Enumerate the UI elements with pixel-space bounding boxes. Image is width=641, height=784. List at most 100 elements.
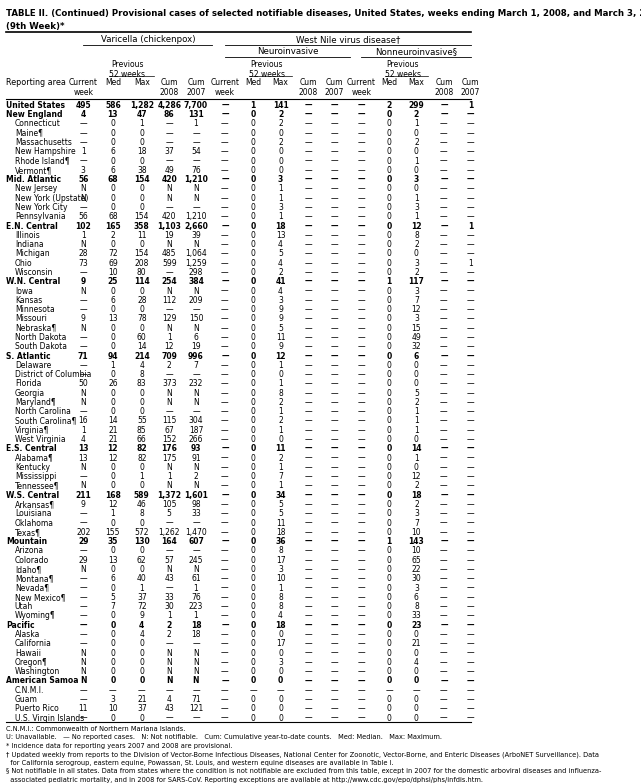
Text: 18: 18 — [190, 621, 201, 630]
Text: —: — — [358, 370, 365, 379]
Text: 1: 1 — [167, 333, 172, 342]
Text: 4: 4 — [278, 259, 283, 267]
Text: U: Unavailable.   — No reported cases.   N: Not notifiable.   Cum: Cumulative ye: U: Unavailable. — No reported cases. N: … — [6, 735, 442, 740]
Text: —: — — [467, 343, 474, 351]
Text: —: — — [221, 157, 229, 165]
Text: 69: 69 — [108, 259, 118, 267]
Text: Idaho¶: Idaho¶ — [15, 565, 41, 574]
Text: 86: 86 — [164, 111, 174, 119]
Text: 607: 607 — [188, 537, 204, 546]
Text: 35: 35 — [108, 537, 118, 546]
Text: 1: 1 — [81, 147, 86, 156]
Text: —: — — [221, 686, 229, 695]
Text: 1: 1 — [278, 212, 283, 221]
Text: Neuroinvasive: Neuroinvasive — [257, 47, 319, 56]
Text: E.S. Central: E.S. Central — [6, 445, 56, 453]
Text: 3: 3 — [278, 565, 283, 574]
Text: —: — — [440, 518, 447, 528]
Text: —: — — [304, 343, 312, 351]
Text: 8: 8 — [414, 602, 419, 612]
Text: —: — — [358, 138, 365, 147]
Text: 0: 0 — [414, 370, 419, 379]
Text: 0: 0 — [387, 194, 392, 203]
Text: —: — — [440, 268, 447, 277]
Text: 208: 208 — [135, 259, 149, 267]
Text: —: — — [467, 612, 474, 620]
Text: —: — — [79, 305, 87, 314]
Text: —: — — [440, 351, 447, 361]
Text: —: — — [79, 583, 87, 593]
Text: 3: 3 — [414, 203, 419, 212]
Text: —: — — [330, 129, 338, 138]
Text: —: — — [467, 481, 474, 491]
Text: —: — — [440, 129, 447, 138]
Text: 0: 0 — [251, 398, 256, 407]
Text: 37: 37 — [137, 593, 147, 602]
Text: —: — — [467, 565, 474, 574]
Text: —: — — [221, 324, 229, 332]
Text: 56: 56 — [78, 175, 88, 184]
Text: Michigan: Michigan — [15, 249, 49, 259]
Text: 5: 5 — [278, 510, 283, 518]
Text: 420: 420 — [162, 175, 177, 184]
Text: Cum
2008: Cum 2008 — [299, 78, 318, 97]
Text: 0: 0 — [251, 575, 256, 583]
Text: Cum
2007: Cum 2007 — [461, 78, 480, 97]
Text: —: — — [304, 240, 312, 249]
Text: —: — — [467, 212, 474, 221]
Text: 0: 0 — [139, 658, 144, 667]
Text: —: — — [467, 528, 474, 537]
Text: Previous
52 weeks: Previous 52 weeks — [385, 60, 420, 79]
Text: —: — — [79, 268, 87, 277]
Text: —: — — [440, 230, 447, 240]
Text: —: — — [358, 166, 365, 175]
Text: —: — — [467, 286, 474, 296]
Text: 15: 15 — [412, 324, 421, 332]
Text: 14: 14 — [137, 343, 147, 351]
Text: 1,470: 1,470 — [185, 528, 207, 537]
Text: 0: 0 — [251, 249, 256, 259]
Text: 0: 0 — [414, 435, 419, 444]
Text: 0: 0 — [387, 510, 392, 518]
Text: —: — — [192, 370, 200, 379]
Text: 1: 1 — [278, 194, 283, 203]
Text: —: — — [79, 472, 87, 481]
Text: —: — — [304, 713, 312, 723]
Text: —: — — [413, 686, 420, 695]
Text: 68: 68 — [108, 212, 118, 221]
Text: 5: 5 — [278, 324, 283, 332]
Text: —: — — [304, 556, 312, 564]
Text: —: — — [221, 713, 229, 723]
Text: —: — — [304, 389, 312, 397]
Text: 0: 0 — [251, 222, 256, 230]
Text: —: — — [467, 129, 474, 138]
Text: —: — — [467, 230, 474, 240]
Text: N: N — [193, 481, 199, 491]
Text: 0: 0 — [251, 361, 256, 370]
Text: —: — — [358, 537, 365, 546]
Text: 0: 0 — [387, 435, 392, 444]
Text: 0: 0 — [387, 259, 392, 267]
Text: —: — — [467, 445, 474, 453]
Text: —: — — [440, 333, 447, 342]
Text: —: — — [330, 407, 338, 416]
Text: 49: 49 — [412, 333, 421, 342]
Text: 0: 0 — [251, 602, 256, 612]
Text: 1: 1 — [194, 583, 198, 593]
Text: —: — — [138, 686, 146, 695]
Text: 1,372: 1,372 — [157, 491, 181, 499]
Text: 0: 0 — [251, 695, 256, 704]
Text: —: — — [358, 416, 365, 426]
Text: 10: 10 — [108, 704, 118, 713]
Text: 2: 2 — [278, 454, 283, 463]
Text: 28: 28 — [78, 249, 88, 259]
Text: 0: 0 — [387, 212, 392, 221]
Text: —: — — [467, 370, 474, 379]
Text: 1: 1 — [278, 583, 283, 593]
Text: 0: 0 — [278, 704, 283, 713]
Text: E.N. Central: E.N. Central — [6, 222, 58, 230]
Text: —: — — [304, 445, 312, 453]
Text: Varicella (chickenpox): Varicella (chickenpox) — [101, 35, 195, 44]
Text: 8: 8 — [414, 230, 419, 240]
Text: —: — — [358, 379, 365, 388]
